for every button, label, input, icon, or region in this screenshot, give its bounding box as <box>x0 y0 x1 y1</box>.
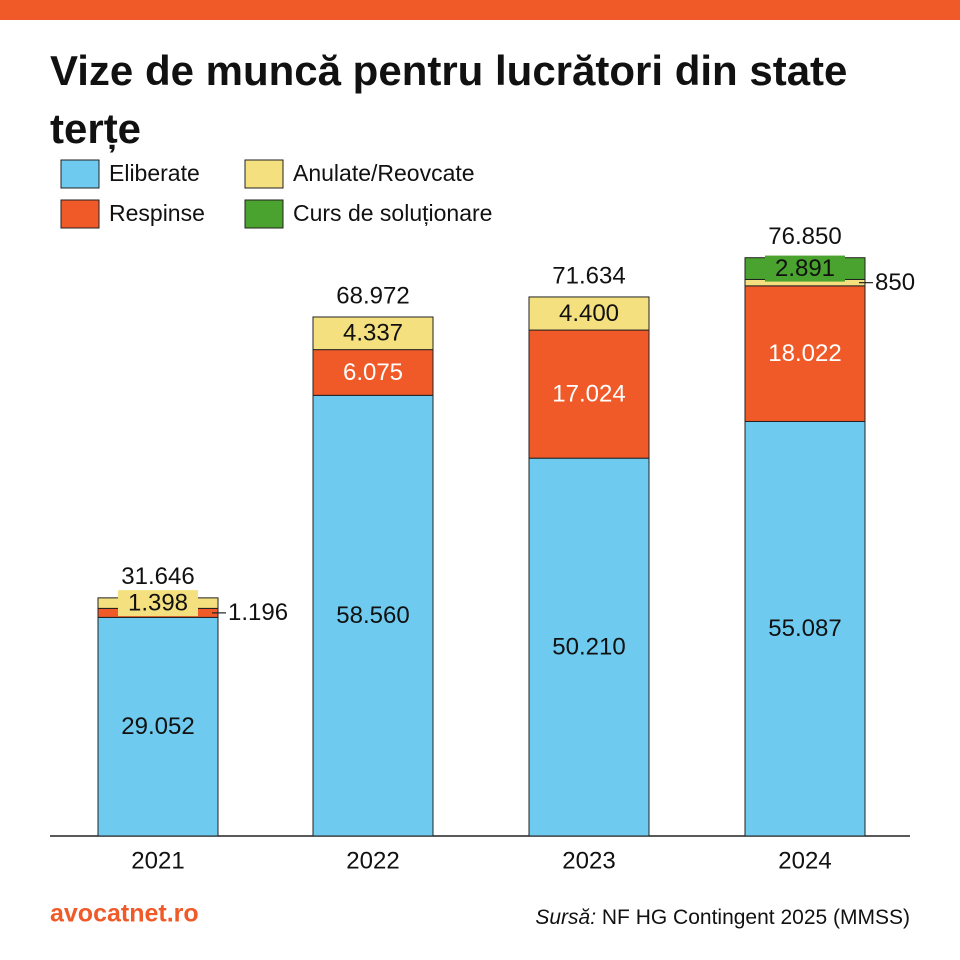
value-label: 4.337 <box>343 320 403 347</box>
total-label: 68.972 <box>336 282 409 309</box>
chart-title: Vize de muncă pentru lucrători din state… <box>50 47 848 152</box>
x-tick-label: 2022 <box>346 847 399 874</box>
value-label: 1.398 <box>128 589 188 616</box>
value-label: 2.891 <box>775 255 835 282</box>
bar-segment <box>744 285 866 422</box>
value-label: 1.196 <box>228 599 288 626</box>
x-tick-label: 2021 <box>131 847 184 874</box>
source: Sursă: NF HG Contingent 2025 (MMSS) <box>535 906 910 929</box>
bar-segment <box>97 616 219 837</box>
source-text: NF HG Contingent 2025 (MMSS) <box>602 906 910 929</box>
bar-segment <box>528 296 650 331</box>
value-label: 18.022 <box>768 340 841 367</box>
value-label: 4.400 <box>559 300 619 327</box>
top-band <box>0 0 960 20</box>
value-label: 55.087 <box>768 615 841 642</box>
legend-label: Eliberate <box>109 160 200 186</box>
value-label: 58.560 <box>336 602 409 629</box>
value-label: 850 <box>875 269 915 296</box>
bar-segment <box>744 420 866 837</box>
total-label: 31.646 <box>121 563 194 590</box>
total-label: 71.634 <box>552 262 625 289</box>
value-label: 50.210 <box>552 633 625 660</box>
label-box <box>118 590 198 617</box>
legend-swatch <box>60 159 100 189</box>
legend-swatch <box>244 159 284 189</box>
source-label: Sursă: <box>535 906 596 929</box>
value-label: 6.075 <box>343 359 403 386</box>
bar-segment <box>312 394 434 837</box>
legend-label: Anulate/Reovcate <box>293 160 475 186</box>
bar-segment <box>528 457 650 837</box>
legend-label: Respinse <box>109 200 205 226</box>
bar-segment <box>528 329 650 459</box>
x-tick-label: 2024 <box>778 847 831 874</box>
value-label: 17.024 <box>552 380 625 407</box>
total-label: 76.850 <box>768 223 841 250</box>
bar-segment <box>312 316 434 351</box>
brand: avocatnet.ro <box>50 900 199 928</box>
legend-swatch <box>60 199 100 229</box>
value-label: 29.052 <box>121 713 194 740</box>
x-tick-label: 2023 <box>562 847 615 874</box>
label-box <box>765 255 845 282</box>
legend-swatch <box>244 199 284 229</box>
legend-label: Curs de soluționare <box>293 200 492 226</box>
bar-segment <box>312 349 434 396</box>
